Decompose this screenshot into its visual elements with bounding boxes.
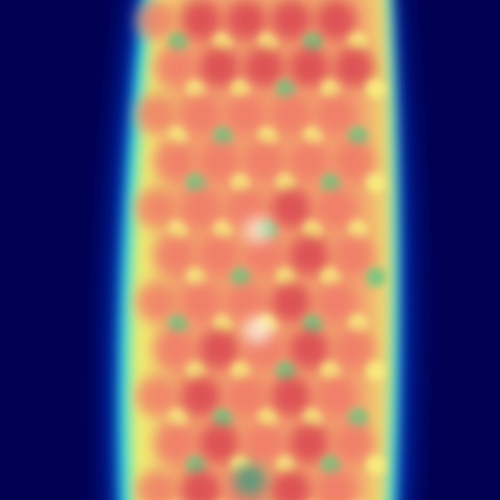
blob — [181, 94, 221, 134]
blob — [244, 141, 284, 181]
blob — [244, 316, 272, 344]
blob — [271, 188, 311, 228]
blob — [199, 235, 239, 275]
blob — [316, 470, 356, 500]
blob — [168, 126, 188, 146]
blob — [136, 282, 176, 322]
blob — [366, 267, 386, 287]
blob-grid — [136, 0, 386, 500]
blob — [226, 94, 266, 134]
blob — [348, 314, 368, 334]
blob — [334, 423, 374, 463]
blob — [334, 235, 374, 275]
blob — [366, 79, 386, 99]
blob — [136, 0, 176, 40]
blob — [289, 235, 329, 275]
blob — [136, 94, 176, 134]
blob — [303, 32, 323, 52]
blob — [168, 32, 188, 52]
blob — [181, 0, 221, 40]
blob — [334, 141, 374, 181]
blob — [303, 126, 323, 146]
blob — [303, 408, 323, 428]
blob — [348, 126, 368, 146]
blob — [213, 220, 233, 240]
blob — [303, 220, 323, 240]
blob — [348, 220, 368, 240]
blob — [258, 408, 278, 428]
blob — [213, 126, 233, 146]
blob — [244, 47, 284, 87]
blob — [136, 470, 176, 500]
blob — [181, 470, 221, 500]
blob — [316, 282, 356, 322]
blob — [258, 32, 278, 52]
blob — [154, 329, 194, 369]
blob — [289, 47, 329, 87]
blob — [136, 188, 176, 228]
blob — [366, 173, 386, 193]
blob — [136, 376, 176, 416]
blob — [168, 220, 188, 240]
blob — [258, 126, 278, 146]
blob — [316, 0, 356, 40]
blob — [234, 464, 266, 496]
blob — [348, 408, 368, 428]
blob — [271, 282, 311, 322]
blob — [154, 235, 194, 275]
blob — [226, 282, 266, 322]
blob — [168, 314, 188, 334]
blob — [334, 47, 374, 87]
blob — [348, 32, 368, 52]
blob — [316, 376, 356, 416]
blob — [244, 235, 284, 275]
blob — [289, 423, 329, 463]
blob — [226, 376, 266, 416]
blob — [244, 423, 284, 463]
blob — [271, 0, 311, 40]
blob — [271, 470, 311, 500]
blob — [199, 47, 239, 87]
blob — [316, 94, 356, 134]
blob — [213, 32, 233, 52]
blob — [289, 141, 329, 181]
blob — [271, 376, 311, 416]
blob — [213, 408, 233, 428]
blob — [181, 282, 221, 322]
blob — [289, 329, 329, 369]
blob — [303, 314, 323, 334]
blob — [244, 216, 272, 244]
blob — [181, 188, 221, 228]
blob — [226, 0, 266, 40]
blob — [199, 141, 239, 181]
blob — [168, 408, 188, 428]
blob — [181, 376, 221, 416]
blob — [366, 455, 386, 475]
blob — [199, 423, 239, 463]
blob — [154, 141, 194, 181]
blob — [199, 329, 239, 369]
blob — [271, 94, 311, 134]
blob — [334, 329, 374, 369]
blob — [154, 423, 194, 463]
blob — [316, 188, 356, 228]
blob — [154, 47, 194, 87]
blob — [366, 361, 386, 381]
blob — [213, 314, 233, 334]
